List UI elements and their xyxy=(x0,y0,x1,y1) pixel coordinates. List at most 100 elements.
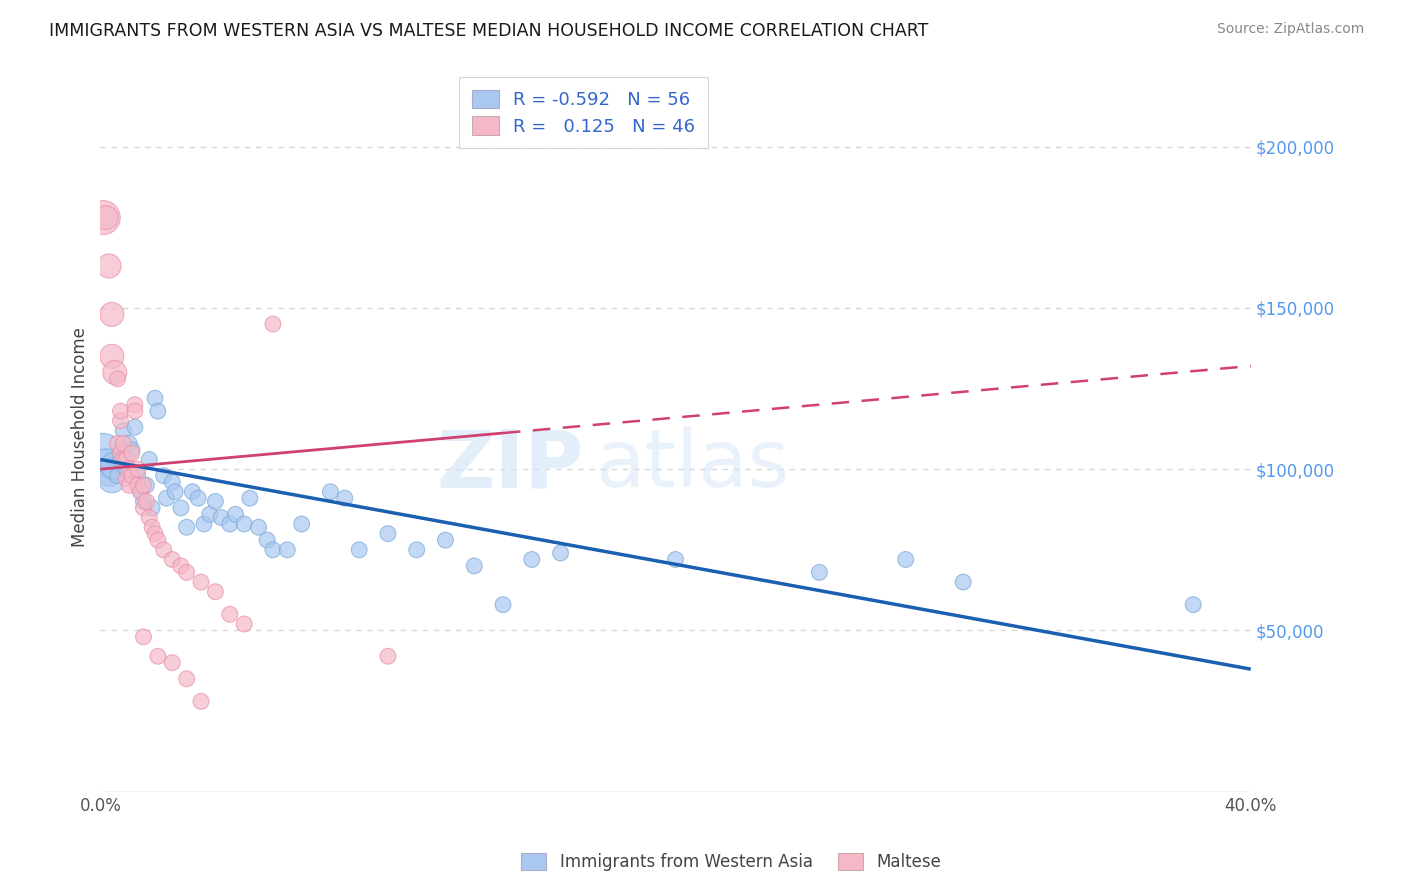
Point xyxy=(209,510,232,524)
Point xyxy=(107,436,129,450)
Point xyxy=(176,566,198,580)
Point xyxy=(94,211,117,225)
Point xyxy=(138,510,160,524)
Point xyxy=(110,414,132,428)
Point xyxy=(952,575,974,590)
Point xyxy=(146,533,169,548)
Point xyxy=(104,458,127,473)
Point xyxy=(198,508,221,522)
Point xyxy=(98,259,121,273)
Point xyxy=(377,526,399,541)
Point xyxy=(239,491,262,506)
Point xyxy=(247,520,270,534)
Point xyxy=(291,516,314,531)
Point xyxy=(121,442,143,457)
Point xyxy=(377,649,399,664)
Point xyxy=(347,542,370,557)
Point xyxy=(110,404,132,418)
Point xyxy=(143,526,166,541)
Point xyxy=(124,420,146,434)
Point xyxy=(155,491,177,506)
Point xyxy=(115,472,138,486)
Point xyxy=(118,478,141,492)
Point xyxy=(170,558,193,573)
Point xyxy=(165,484,187,499)
Point xyxy=(135,494,157,508)
Point xyxy=(262,542,284,557)
Point xyxy=(101,472,124,486)
Point xyxy=(256,533,278,548)
Point xyxy=(129,484,152,499)
Point xyxy=(204,494,226,508)
Point xyxy=(218,516,240,531)
Point xyxy=(262,317,284,331)
Point xyxy=(107,372,129,386)
Point xyxy=(225,508,247,522)
Point xyxy=(204,584,226,599)
Point xyxy=(319,484,342,499)
Point xyxy=(190,575,212,590)
Point xyxy=(405,542,427,557)
Point xyxy=(115,462,138,476)
Point xyxy=(190,694,212,708)
Text: IMMIGRANTS FROM WESTERN ASIA VS MALTESE MEDIAN HOUSEHOLD INCOME CORRELATION CHAR: IMMIGRANTS FROM WESTERN ASIA VS MALTESE … xyxy=(49,22,928,40)
Point xyxy=(110,452,132,467)
Point xyxy=(170,500,193,515)
Point xyxy=(193,516,215,531)
Point xyxy=(146,649,169,664)
Point xyxy=(434,533,457,548)
Y-axis label: Median Household Income: Median Household Income xyxy=(72,327,89,547)
Point xyxy=(162,656,184,670)
Point xyxy=(98,466,121,480)
Point xyxy=(132,630,155,644)
Text: Source: ZipAtlas.com: Source: ZipAtlas.com xyxy=(1216,22,1364,37)
Point xyxy=(894,552,917,566)
Point xyxy=(463,558,485,573)
Point xyxy=(181,484,204,499)
Point xyxy=(112,436,135,450)
Point xyxy=(132,478,155,492)
Point xyxy=(94,456,117,470)
Point xyxy=(520,552,543,566)
Text: atlas: atlas xyxy=(595,426,789,504)
Point xyxy=(121,446,143,460)
Point xyxy=(115,452,138,467)
Point xyxy=(132,500,155,515)
Point xyxy=(146,404,169,418)
Legend: R = -0.592   N = 56, R =   0.125   N = 46: R = -0.592 N = 56, R = 0.125 N = 46 xyxy=(460,77,709,148)
Point xyxy=(152,542,174,557)
Point xyxy=(118,462,141,476)
Point xyxy=(112,424,135,438)
Point xyxy=(333,491,356,506)
Point xyxy=(233,617,256,632)
Point xyxy=(127,468,149,483)
Point xyxy=(110,446,132,460)
Point xyxy=(132,494,155,508)
Point xyxy=(124,404,146,418)
Point xyxy=(162,552,184,566)
Point xyxy=(233,516,256,531)
Point xyxy=(101,307,124,321)
Legend: Immigrants from Western Asia, Maltese: Immigrants from Western Asia, Maltese xyxy=(513,845,949,880)
Point xyxy=(152,468,174,483)
Point xyxy=(138,452,160,467)
Point xyxy=(127,462,149,476)
Point xyxy=(276,542,298,557)
Point xyxy=(141,520,163,534)
Point xyxy=(1182,598,1205,612)
Point xyxy=(218,607,240,622)
Point xyxy=(121,468,143,483)
Point xyxy=(162,475,184,489)
Point xyxy=(492,598,515,612)
Point xyxy=(91,446,114,460)
Point xyxy=(550,546,572,560)
Point xyxy=(101,349,124,363)
Point xyxy=(124,398,146,412)
Text: ZIP: ZIP xyxy=(436,426,583,504)
Point xyxy=(143,391,166,405)
Point xyxy=(129,484,152,499)
Point xyxy=(187,491,209,506)
Point xyxy=(135,478,157,492)
Point xyxy=(176,520,198,534)
Point xyxy=(664,552,686,566)
